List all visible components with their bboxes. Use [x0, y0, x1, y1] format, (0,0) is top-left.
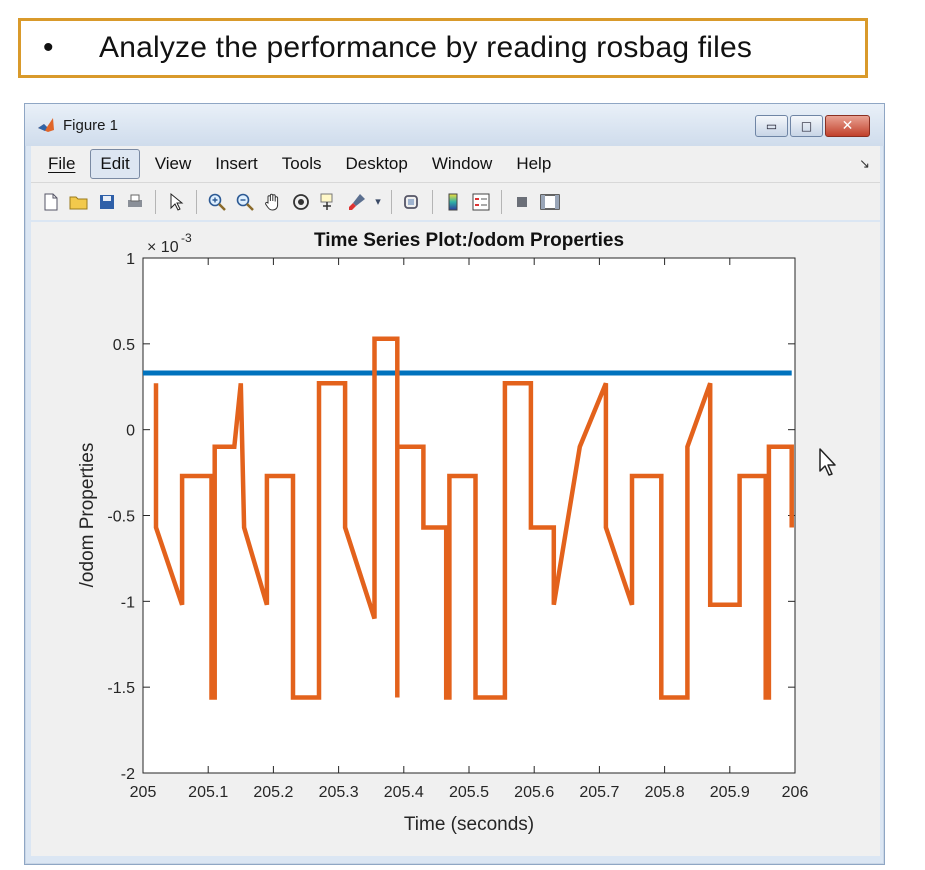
x-tick-label: 205.5 — [449, 784, 489, 801]
toolbar-separator — [155, 189, 156, 214]
x-tick-label: 205.7 — [579, 784, 619, 801]
show-plot-tools-icon[interactable] — [536, 188, 564, 216]
colorbar-icon[interactable] — [439, 188, 467, 216]
window-controls: ▭ □ ✕ — [755, 115, 870, 137]
menu-help[interactable]: Help — [516, 154, 552, 173]
series-layer — [143, 336, 794, 700]
menu-bar: File Edit View Insert Tools Desktop Wind… — [31, 146, 880, 182]
y-tick-label: 0.5 — [113, 337, 135, 354]
y-tick-label: -0.5 — [107, 509, 135, 526]
x-tick-label: 205 — [130, 784, 157, 801]
toolbar-separator — [432, 189, 433, 214]
save-icon[interactable] — [93, 188, 121, 216]
open-file-icon[interactable] — [65, 188, 93, 216]
maximize-icon: □ — [800, 119, 813, 133]
figure-canvas: 205 205.1 205.2 205.3 205.4 205.5 205.6 205.7 20… — [31, 222, 880, 856]
minimize-button[interactable]: ▭ — [755, 115, 788, 137]
pan-hand-icon[interactable] — [259, 188, 287, 216]
time-series-plot[interactable]: 205 205.1 205.2 205.3 205.4 205.5 205.6 205.7 20… — [31, 222, 880, 856]
x-tick-label: 205.6 — [514, 784, 554, 801]
y-tick-label: -1 — [121, 594, 135, 611]
bullet-dot: • — [43, 31, 54, 64]
toolbar-separator — [391, 189, 392, 214]
brush-dropdown-icon[interactable]: ▾ — [375, 195, 381, 208]
menu-insert[interactable]: Insert — [215, 154, 258, 173]
plot-title: Time Series Plot:/odom Properties — [314, 230, 624, 251]
y-exponent-label: × 10 -3 — [147, 231, 192, 256]
y-tick-label: -2 — [121, 766, 135, 783]
mouse-pointer-icon — [819, 448, 836, 476]
x-tick-label: 205.1 — [188, 784, 228, 801]
toolbar-separator — [501, 189, 502, 214]
menu-view[interactable]: View — [154, 154, 192, 173]
plot-axes-box — [142, 257, 796, 774]
y-tick-label: 1 — [126, 251, 135, 268]
menu-file[interactable]: File — [48, 154, 76, 173]
menu-edit[interactable]: Edit — [90, 149, 140, 179]
axis-ticks: 205 205.1 205.2 205.3 205.4 205.5 205.6 205.7 20… — [107, 251, 808, 801]
title-bar[interactable]: Figure 1 ▭ □ ✕ — [25, 104, 884, 146]
link-plot-icon[interactable] — [398, 188, 426, 216]
window-title: Figure 1 — [63, 116, 119, 134]
hide-plot-tools-icon[interactable] — [508, 188, 536, 216]
select-pointer-icon[interactable] — [162, 188, 190, 216]
matlab-logo-icon — [38, 118, 54, 132]
close-button[interactable]: ✕ — [825, 115, 870, 137]
figure-toolbar: ▾ — [31, 182, 880, 220]
zoom-in-icon[interactable] — [203, 188, 231, 216]
x-tick-label: 205.8 — [645, 784, 685, 801]
slide-bullet-box: • Analyze the performance by reading ros… — [18, 18, 868, 78]
x-tick-label: 205.3 — [319, 784, 359, 801]
y-tick-label: 0 — [126, 423, 135, 440]
data-cursor-icon[interactable] — [315, 188, 343, 216]
zoom-out-icon[interactable] — [231, 188, 259, 216]
menu-desktop[interactable]: Desktop — [345, 154, 408, 173]
figure-window: Figure 1 ▭ □ ✕ File Edit View Insert Too… — [24, 103, 885, 865]
x-tick-label: 205.2 — [253, 784, 293, 801]
legend-icon[interactable] — [467, 188, 495, 216]
series-line-orange — [153, 336, 794, 700]
menu-window[interactable]: Window — [431, 154, 493, 173]
minimize-icon: ▭ — [765, 119, 778, 133]
new-figure-icon[interactable] — [37, 188, 65, 216]
dock-arrow-icon[interactable]: ↘ — [859, 156, 870, 171]
maximize-button[interactable]: □ — [790, 115, 823, 137]
menu-tools[interactable]: Tools — [281, 154, 322, 173]
y-axis-label: /odom Properties — [77, 443, 98, 588]
x-axis-label: Time (seconds) — [404, 814, 534, 835]
slide-bullet-text: Analyze the performance by reading rosba… — [99, 31, 753, 64]
x-tick-label: 205.4 — [384, 784, 424, 801]
svg-text:× 10: × 10 — [147, 239, 179, 256]
brush-icon[interactable] — [343, 188, 371, 216]
rotate-3d-icon[interactable] — [287, 188, 315, 216]
y-tick-label: -1.5 — [107, 680, 135, 697]
x-tick-label: 205.9 — [710, 784, 750, 801]
x-tick-label: 206 — [782, 784, 809, 801]
close-icon: ✕ — [841, 118, 854, 134]
print-icon[interactable] — [121, 188, 149, 216]
toolbar-separator — [196, 189, 197, 214]
svg-text:-3: -3 — [181, 231, 192, 245]
